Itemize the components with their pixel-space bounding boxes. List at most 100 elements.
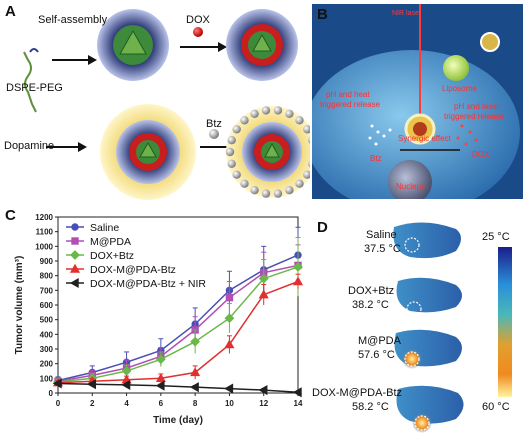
data-point <box>190 367 201 377</box>
synergic-effect-label: Synergic effect <box>398 134 451 143</box>
data-point <box>224 383 234 394</box>
series-line <box>57 264 299 383</box>
panel-d: D <box>312 205 527 438</box>
data-point <box>225 293 234 302</box>
panel-d-label: D <box>317 219 328 236</box>
legend-entry: DOX-M@PDA-Btz <box>66 263 176 276</box>
btz-particle <box>240 116 249 125</box>
data-point <box>224 339 235 349</box>
x-tick-label: 8 <box>193 399 198 408</box>
y-tick-label: 600 <box>40 301 54 310</box>
data-point <box>258 385 268 396</box>
data-point <box>87 379 96 390</box>
y-tick-label: 800 <box>40 272 54 281</box>
y-tick-label: 400 <box>40 330 54 339</box>
temperature-scale-bar <box>498 247 512 397</box>
self-assembly-label: Self-assembly <box>38 14 108 26</box>
btz-particle <box>250 109 259 118</box>
panel-b-label: B <box>317 6 328 23</box>
dox-dots <box>456 124 478 146</box>
d-temp-saline: 37.5 °C <box>364 243 401 255</box>
legend-label: M@PDA <box>90 236 131 248</box>
dox-label-b: DOX <box>472 150 490 159</box>
panel-c: C 0 100 200 300 400 500 600 700 800 900 1000 1100 12… <box>0 205 310 438</box>
btz-particle <box>227 136 236 145</box>
btz-particle <box>308 160 310 168</box>
d-name-dox-m-pda-btz: DOX-M@PDA-Btz <box>312 387 403 399</box>
d-temp-dox-btz: 38.2 °C <box>352 299 389 311</box>
tumor-volume-chart: 0100200300400500600700800900100011001200… <box>14 213 304 426</box>
x-tick-label: 2 <box>90 399 95 408</box>
ph-laser-label-1: pH and laser <box>454 102 500 111</box>
y-tick-label: 300 <box>40 345 54 354</box>
x-axis-label: Time (day) <box>153 415 203 426</box>
btz-particle <box>295 179 304 188</box>
x-tick-label: 4 <box>124 399 129 408</box>
nanoparticle-outside <box>480 32 500 52</box>
legend-marker <box>71 237 79 245</box>
ph-heat-label-2: triggered release <box>320 100 381 109</box>
data-point <box>293 261 303 272</box>
series-line <box>57 266 299 383</box>
dox-m-pda-btz-nanoparticle <box>225 106 310 198</box>
btz-particle <box>250 186 259 195</box>
btz-particle <box>240 179 249 188</box>
x-tick-label: 12 <box>259 399 268 408</box>
dspe-peg-label: DSPE-PEG <box>6 82 63 94</box>
d-temp-dox-m-pda-btz: 58.2 °C <box>352 401 389 413</box>
btz-label-b: Btz <box>370 154 382 163</box>
cell-diagram <box>312 4 523 199</box>
data-point <box>258 273 269 284</box>
mouse-m-pda <box>394 329 462 369</box>
d-name-dox-btz: DOX+Btz <box>348 285 395 297</box>
d-temp-m-pda: 57.6 °C <box>358 349 395 361</box>
scale-label-bottom: 60 °C <box>482 401 510 413</box>
btz-particle <box>303 125 310 134</box>
data-point <box>258 289 269 299</box>
dox-loaded-micelle <box>226 9 298 81</box>
btz-particle <box>273 106 283 115</box>
y-axis-label: Tumor volume (mm³) <box>14 256 25 355</box>
series-line <box>57 254 299 382</box>
btz-particle <box>225 147 235 157</box>
data-point <box>190 336 201 347</box>
legend-label: DOX-M@PDA-Btz <box>90 264 176 276</box>
panel-b: B NIR laser Liposome pH and heat trigger… <box>312 4 523 199</box>
btz-particle <box>295 116 304 125</box>
btz-particle <box>232 170 241 179</box>
ph-heat-label-1: pH and heat <box>326 90 370 99</box>
btz-particle <box>261 106 271 115</box>
btz-particle <box>261 189 271 198</box>
series-2 <box>53 237 303 387</box>
legend-marker <box>69 277 79 289</box>
y-tick-label: 700 <box>40 286 54 295</box>
btz-particle <box>232 125 241 134</box>
y-tick-label: 500 <box>40 316 54 325</box>
pda-coated-micelle <box>100 104 196 200</box>
data-point <box>121 379 131 390</box>
data-point <box>224 313 235 324</box>
series-4 <box>52 378 302 398</box>
y-tick-label: 0 <box>49 389 54 398</box>
data-point <box>155 373 166 383</box>
data-point <box>292 387 302 398</box>
y-tick-label: 200 <box>40 360 54 369</box>
ph-laser-label-2: triggered release <box>444 112 505 121</box>
btz-particle <box>285 186 294 195</box>
panel-a: A <box>0 0 310 205</box>
x-tick-label: 14 <box>294 399 303 408</box>
peg-micelle <box>97 9 169 81</box>
dopamine-label: Dopamine <box>4 140 55 152</box>
nucleus-label: Nucleus <box>396 182 425 191</box>
nucleus <box>388 160 432 199</box>
dox-molecule-icon <box>193 27 203 37</box>
mouse-dox-btz <box>396 277 462 317</box>
y-tick-label: 1100 <box>36 228 54 237</box>
legend-entry: M@PDA <box>66 236 131 248</box>
btz-particle <box>273 189 283 198</box>
btz-molecule-icon <box>209 129 219 139</box>
legend-marker <box>70 250 80 260</box>
x-tick-label: 6 <box>159 399 164 408</box>
btz-particle <box>303 170 310 179</box>
series-3 <box>52 273 304 387</box>
